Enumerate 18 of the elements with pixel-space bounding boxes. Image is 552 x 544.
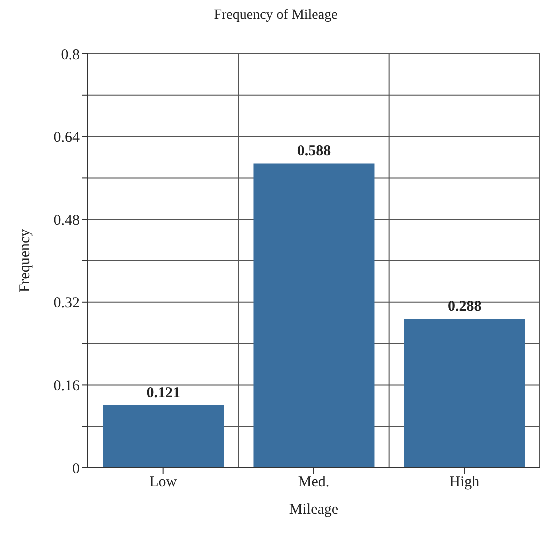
y-axis-title: Frequency	[17, 228, 34, 293]
bar	[404, 318, 526, 468]
y-tick-label: 0.48	[54, 212, 80, 229]
y-tick-label: 0	[72, 461, 80, 478]
x-tick-label: High	[450, 474, 480, 491]
y-tick-label: 0.64	[54, 130, 80, 146]
data-label: 0.121	[146, 385, 180, 402]
y-tick-label: 0.8	[61, 47, 80, 64]
x-axis-title: Mileage	[289, 502, 339, 518]
y-tick-label: 0.16	[54, 378, 80, 395]
bar	[254, 164, 375, 468]
chart-title: Frequency of Mileage	[213, 8, 339, 25]
y-tick-label: 0.32	[54, 296, 80, 312]
x-tick-label: Med.	[298, 474, 330, 491]
data-label: 0.588	[297, 144, 332, 160]
bar	[103, 405, 224, 468]
data-label: 0.288	[448, 298, 482, 315]
x-tick-label: Low	[150, 474, 178, 491]
